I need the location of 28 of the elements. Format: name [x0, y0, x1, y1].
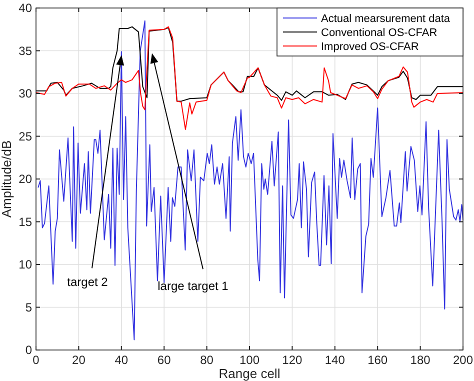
legend-label: Improved OS-CFAR	[321, 41, 419, 53]
x-tick-label: 20	[72, 353, 86, 367]
y-tick-label: 5	[25, 300, 32, 314]
x-tick-label: 40	[114, 353, 128, 367]
y-tick-label: 15	[18, 214, 32, 229]
line-series	[36, 26, 464, 130]
legend-label: Actual mearsurement data	[321, 13, 451, 25]
x-axis-title: Range cell	[218, 366, 280, 381]
line-series	[36, 26, 464, 102]
y-tick-label: 40	[18, 1, 32, 15]
y-axis-title: Amplitude/dB	[0, 140, 14, 218]
annotation: large target 1	[158, 279, 229, 294]
annotation: target 2	[67, 275, 108, 290]
x-tick-label: 140	[324, 353, 346, 367]
y-tick-label: 30	[18, 86, 32, 100]
x-tick-label: 180	[410, 353, 431, 367]
legend-label: Conventional OS-CFAR	[321, 27, 438, 39]
x-tick-label: 60	[157, 353, 172, 367]
x-tick-label: 100	[239, 353, 260, 367]
y-tick-label: 0	[25, 343, 32, 357]
x-tick-label: 80	[200, 353, 214, 367]
x-tick-label: 200	[452, 353, 474, 367]
y-tick-label: 35	[18, 44, 32, 58]
x-tick-label: 120	[282, 353, 303, 367]
y-tick-label: 25	[18, 129, 32, 144]
y-tick-label: 20	[18, 172, 32, 186]
y-tick-label: 10	[18, 258, 32, 272]
x-tick-label: 160	[368, 353, 388, 367]
